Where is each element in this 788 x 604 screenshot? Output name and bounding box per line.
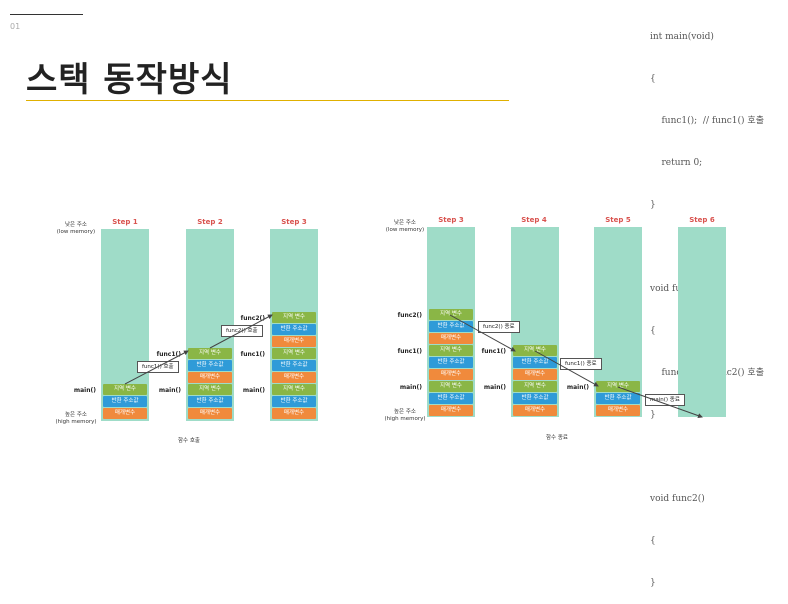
param-block: 매개변수	[513, 405, 557, 416]
flow-arrows	[124, 314, 703, 419]
top-rule	[10, 14, 83, 15]
return-arrow	[617, 386, 703, 419]
param-block: 매개변수	[188, 408, 232, 419]
step-label: Step 4	[521, 216, 547, 224]
code-line: int main(void)	[650, 32, 714, 42]
local-var-block: 지역 변수	[429, 309, 473, 320]
local-var-block: 지역 변수	[272, 312, 316, 323]
diagram-caption: 함수 종료	[546, 435, 568, 441]
return-addr-block: 반환 주소값	[103, 396, 147, 407]
return-arrow	[449, 314, 516, 352]
code-line: }	[650, 200, 656, 210]
func-label: main()	[242, 387, 265, 394]
page-title: 스택 동작방식	[26, 60, 233, 100]
func-label: func2()	[240, 315, 265, 322]
local-var-block: 지역 변수	[513, 345, 557, 356]
param-block: 매개변수	[429, 369, 473, 380]
title-underline	[26, 100, 509, 101]
param-block: 매개변수	[429, 333, 473, 344]
local-var-block: 지역 변수	[429, 345, 473, 356]
local-var-block: 지역 변수	[429, 381, 473, 392]
local-var-block: 지역 변수	[272, 348, 316, 359]
call-arrow	[209, 314, 273, 349]
param-block: 매개변수	[103, 408, 147, 419]
step-label: Step 6	[689, 216, 715, 224]
code-line: {	[650, 74, 656, 84]
local-var-block: 지역 변수	[596, 381, 640, 392]
func-label: main()	[158, 387, 181, 394]
param-block: 매개변수	[429, 405, 473, 416]
local-var-block: 지역 변수	[513, 381, 557, 392]
stack-column	[678, 227, 726, 417]
return-addr-block: 반환 주소값	[272, 324, 316, 335]
param-block: 매개변수	[188, 372, 232, 383]
return-addr-block: 반환 주소값	[272, 396, 316, 407]
return-label: func2() 종료	[478, 321, 520, 333]
return-addr-block: 반환 주소값	[429, 321, 473, 332]
return-addr-block: 반환 주소값	[513, 357, 557, 368]
param-block: 매개변수	[272, 336, 316, 347]
slide-number: 01	[10, 22, 21, 31]
code-line: return 0;	[650, 158, 703, 168]
code-line: {	[650, 326, 656, 336]
code-line: func1(); // func1() 호출	[650, 116, 764, 126]
code-line: {	[650, 536, 656, 546]
return-addr-block: 반환 주소값	[429, 393, 473, 404]
func-label: main()	[73, 387, 96, 394]
low-memory-label: 낮은 주소 (low memory)	[385, 220, 425, 233]
low-memory-label: 낮은 주소 (low memory)	[56, 222, 96, 235]
func-label: main()	[566, 384, 589, 391]
local-var-block: 지역 변수	[103, 384, 147, 395]
return-addr-block: 반환 주소값	[513, 393, 557, 404]
return-addr-block: 반환 주소값	[429, 357, 473, 368]
step-label: Step 3	[281, 218, 307, 226]
param-block: 매개변수	[513, 369, 557, 380]
func-label: func2()	[397, 312, 422, 319]
return-addr-block: 반환 주소값	[272, 360, 316, 371]
func-label: func1()	[397, 348, 422, 355]
return-addr-block: 반환 주소값	[188, 396, 232, 407]
return-arrow	[534, 350, 599, 387]
code-line: void func2()	[650, 494, 705, 504]
func-label: func1()	[156, 351, 181, 358]
call-arrow	[124, 350, 189, 385]
local-var-block: 지역 변수	[188, 384, 232, 395]
func-label: func1()	[481, 348, 506, 355]
return-label: main() 종료	[645, 394, 685, 406]
param-block: 매개변수	[272, 372, 316, 383]
step-label: Step 2	[197, 218, 223, 226]
return-addr-block: 반환 주소값	[188, 360, 232, 371]
code-line: }	[650, 578, 656, 588]
step-label: Step 1	[112, 218, 138, 226]
code-line: }	[650, 410, 656, 420]
local-var-block: 지역 변수	[272, 384, 316, 395]
high-memory-label: 높은 주소 (high memory)	[384, 409, 426, 422]
return-addr-block: 반환 주소값	[596, 393, 640, 404]
high-memory-label: 높은 주소 (high memory)	[55, 412, 97, 425]
func-label: main()	[399, 384, 422, 391]
step-label: Step 5	[605, 216, 631, 224]
param-block: 매개변수	[596, 405, 640, 416]
local-var-block: 지역 변수	[188, 348, 232, 359]
func-label: func1()	[240, 351, 265, 358]
func-label: main()	[483, 384, 506, 391]
return-label: func1() 종료	[560, 358, 602, 370]
step-label: Step 3	[438, 216, 464, 224]
code-line	[650, 450, 764, 464]
param-block: 매개변수	[272, 408, 316, 419]
